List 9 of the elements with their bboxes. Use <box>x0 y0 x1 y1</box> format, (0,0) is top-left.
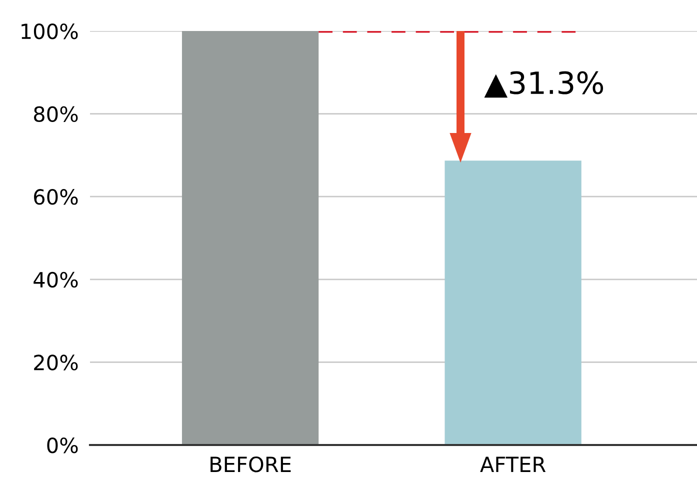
y-tick-label: 80% <box>34 106 78 122</box>
y-tick-label: 60% <box>34 189 78 205</box>
x-tick-label: BEFORE <box>210 456 291 472</box>
y-tick-label: 100% <box>22 23 78 40</box>
x-tick-label: AFTER <box>480 456 546 472</box>
y-tick-label: 0% <box>47 437 78 454</box>
y-tick-label: 40% <box>34 272 78 288</box>
y-tick-label: 20% <box>34 354 78 370</box>
annotation: ▲31.3% <box>484 71 604 98</box>
